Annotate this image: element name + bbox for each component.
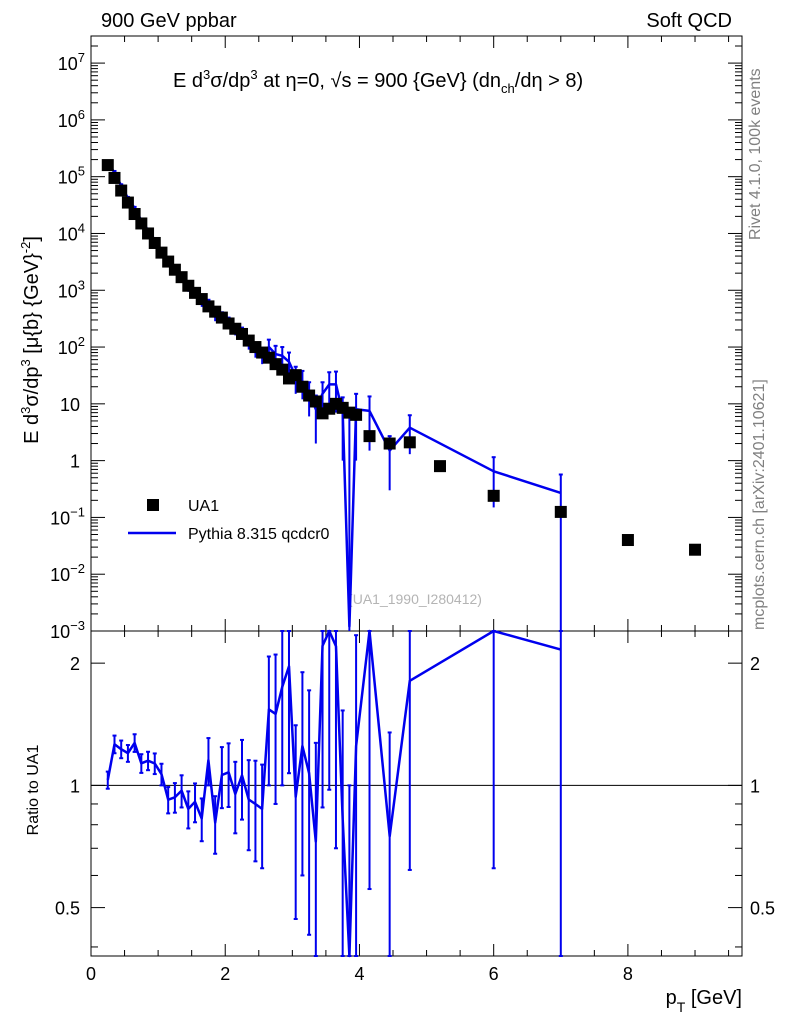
x-tick-label: 8 bbox=[623, 964, 633, 984]
y-tick-label-main: 10 bbox=[60, 395, 80, 415]
analysis-watermark: (UA1_1990_I280412) bbox=[348, 591, 482, 607]
data-series-main bbox=[101, 159, 702, 556]
y-tick-label-main: 10−1 bbox=[50, 504, 85, 528]
mcplots-label: mcplots.cern.ch [arXiv:2401.10621] bbox=[751, 379, 768, 630]
data-point bbox=[142, 227, 155, 240]
data-point bbox=[101, 159, 114, 172]
y-tick-label-main: 107 bbox=[58, 50, 85, 74]
y-tick-label-main: 106 bbox=[58, 107, 85, 131]
data-point bbox=[148, 236, 161, 249]
y-tick-label-ratio-right: 1 bbox=[750, 776, 760, 796]
y-tick-label-main: 10−2 bbox=[50, 561, 85, 585]
y-tick-label-ratio: 2 bbox=[70, 654, 80, 674]
header-right: Soft QCD bbox=[646, 10, 732, 32]
data-point bbox=[403, 436, 416, 449]
y-tick-label-ratio: 1 bbox=[70, 776, 80, 796]
mc-line-main bbox=[106, 163, 562, 628]
axis-ticks: 0 2 4 6 8 10−3 10−2 10−1 1 10 102 103 104 105 106 107 0.… bbox=[50, 35, 775, 984]
y-tick-label-main: 104 bbox=[58, 220, 85, 244]
data-point bbox=[554, 505, 567, 518]
data-point bbox=[487, 489, 500, 502]
mc-series-main bbox=[105, 162, 563, 631]
data-point bbox=[309, 395, 322, 408]
legend-data-marker bbox=[147, 499, 159, 511]
data-point bbox=[115, 184, 128, 197]
data-point bbox=[363, 430, 376, 443]
plot-title: E d3σ/dp3 at η=0, √s = 900 {GeV} (dnch/d… bbox=[173, 67, 583, 96]
legend-mc-label: Pythia 8.315 qcdcr0 bbox=[188, 526, 330, 543]
legend-data-label: UA1 bbox=[188, 498, 219, 515]
x-tick-label: 6 bbox=[489, 964, 499, 984]
data-point bbox=[128, 208, 141, 221]
data-point bbox=[350, 408, 363, 421]
data-point bbox=[108, 171, 121, 184]
y-tick-label-ratio-right: 2 bbox=[750, 654, 760, 674]
x-tick-label: 2 bbox=[220, 964, 230, 984]
header-left: 900 GeV ppbar bbox=[101, 10, 237, 32]
data-point bbox=[689, 543, 702, 556]
data-point bbox=[383, 437, 396, 450]
ratio-panel-frame bbox=[90, 630, 743, 957]
ratio-line bbox=[106, 629, 562, 958]
y-axis-label-main: E d3σ/dp3 [μ{b} {GeV}-2] bbox=[18, 236, 43, 444]
data-point bbox=[121, 196, 134, 209]
rivet-label: Rivet 4.1.0, 100k events bbox=[747, 68, 764, 240]
y-tick-label-main: 105 bbox=[58, 164, 85, 188]
y-axis-label-ratio: Ratio to UA1 bbox=[25, 745, 42, 836]
y-tick-label-ratio-right: 0.5 bbox=[750, 899, 775, 919]
y-tick-label-main: 103 bbox=[58, 277, 85, 301]
y-tick-label-ratio: 0.5 bbox=[55, 899, 80, 919]
data-point bbox=[135, 217, 148, 230]
data-point bbox=[621, 534, 634, 547]
ratio-series bbox=[105, 629, 563, 958]
y-tick-label-main: 102 bbox=[58, 334, 85, 358]
y-tick-label-main: 10−3 bbox=[50, 618, 85, 642]
x-tick-label: 0 bbox=[86, 964, 96, 984]
x-tick-label: 4 bbox=[354, 964, 364, 984]
data-point bbox=[433, 460, 446, 473]
y-tick-label-main: 1 bbox=[70, 452, 80, 472]
x-axis-label: pT [GeV] bbox=[666, 987, 742, 1015]
data-point bbox=[289, 369, 302, 382]
